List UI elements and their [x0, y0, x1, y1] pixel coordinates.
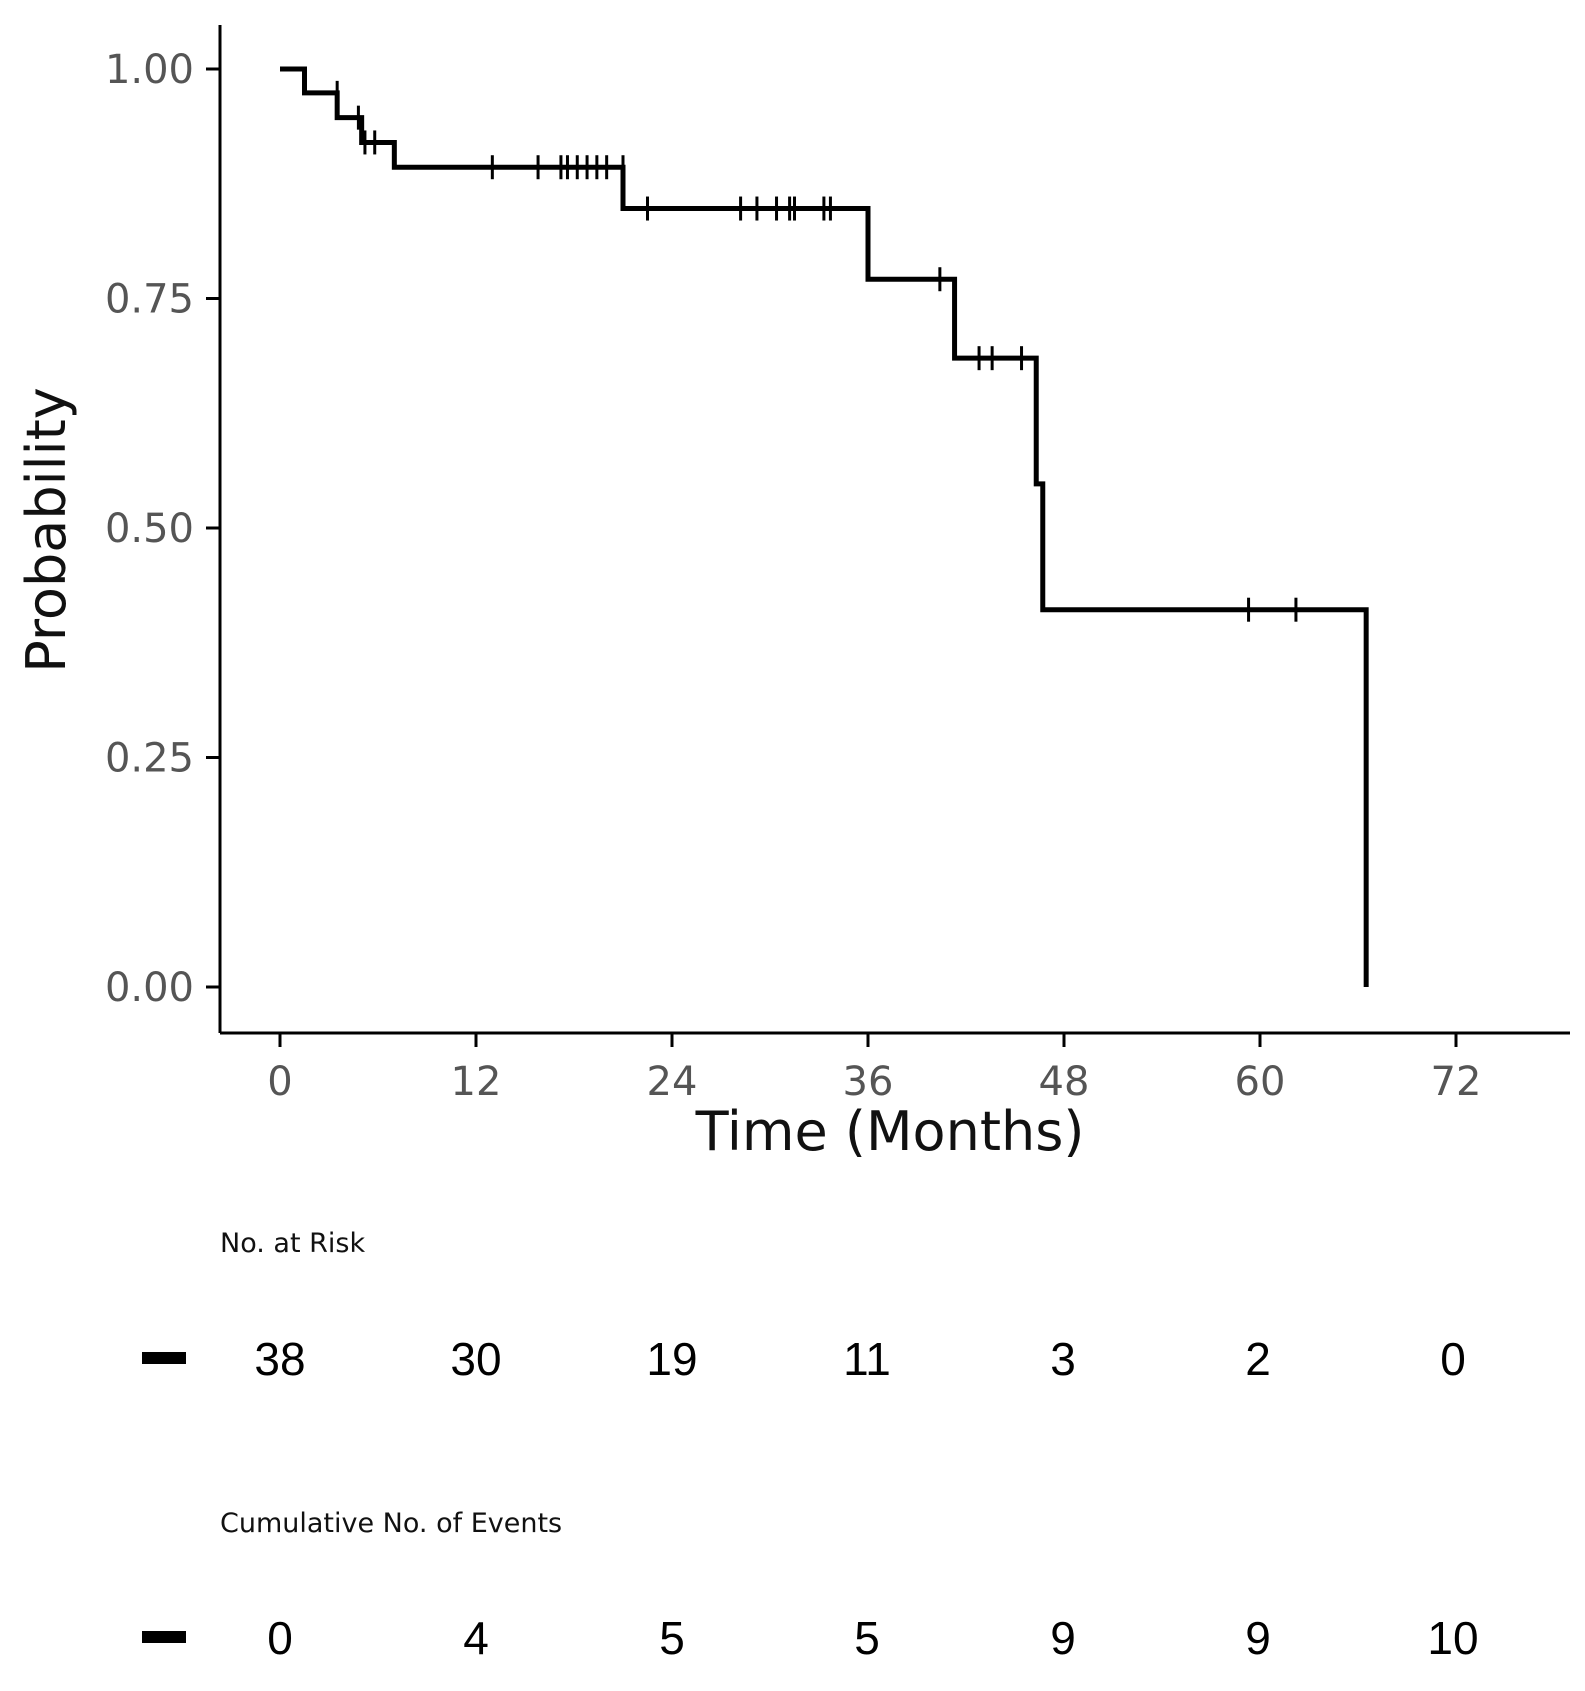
axis-ticks	[206, 67, 1458, 1047]
events-cell: 9	[1245, 1612, 1271, 1664]
at-risk-label: No. at Risk	[220, 1228, 366, 1259]
x-tick-labels: 0 12 24 36 48 60 72	[267, 1059, 1481, 1105]
at-risk-cell: 3	[1050, 1333, 1076, 1385]
events-strata-swatch	[142, 1631, 186, 1643]
x-tick-label: 0	[267, 1059, 292, 1105]
events-cell: 5	[659, 1612, 685, 1664]
y-tick-label: 0.25	[105, 736, 194, 782]
censor-marks	[335, 80, 1298, 622]
at-risk-cell: 30	[450, 1333, 502, 1385]
x-tick-label: 36	[843, 1059, 894, 1105]
km-plot: 0.00 0.25 0.50 0.75 1.00 0 12 24 36 48 60 72 Proba…	[15, 25, 1570, 1163]
events-row: 0 4 5 5 9 9 10	[0, 1607, 1585, 1667]
events-cell: 4	[463, 1612, 489, 1664]
y-tick-labels: 0.00 0.25 0.50 0.75 1.00	[105, 47, 194, 1011]
y-axis-title: Probability	[15, 387, 78, 672]
at-risk-cell: 19	[646, 1333, 698, 1385]
events-cell: 10	[1427, 1612, 1479, 1664]
at-risk-row: 38 30 19 11 3 2 0	[0, 1328, 1585, 1388]
at-risk-cell: 11	[843, 1333, 891, 1385]
events-cell: 5	[854, 1612, 880, 1664]
y-tick-label: 0.75	[105, 277, 194, 323]
y-tick-label: 0.50	[105, 506, 194, 552]
at-risk-cell: 2	[1245, 1333, 1271, 1385]
x-tick-label: 24	[647, 1059, 698, 1105]
y-tick-label: 1.00	[105, 47, 194, 93]
x-tick-label: 72	[1431, 1059, 1482, 1105]
x-tick-label: 12	[451, 1059, 502, 1105]
x-axis-title: Time (Months)	[695, 1100, 1085, 1163]
events-cell: 9	[1050, 1612, 1076, 1664]
events-cell: 0	[267, 1612, 293, 1664]
events-label: Cumulative No. of Events	[220, 1508, 563, 1539]
at-risk-cell: 0	[1440, 1333, 1466, 1385]
at-risk-cell: 38	[254, 1333, 306, 1385]
x-tick-label: 48	[1039, 1059, 1090, 1105]
x-tick-label: 60	[1235, 1059, 1286, 1105]
at-risk-strata-swatch	[142, 1352, 186, 1364]
y-tick-label: 0.00	[105, 965, 194, 1011]
